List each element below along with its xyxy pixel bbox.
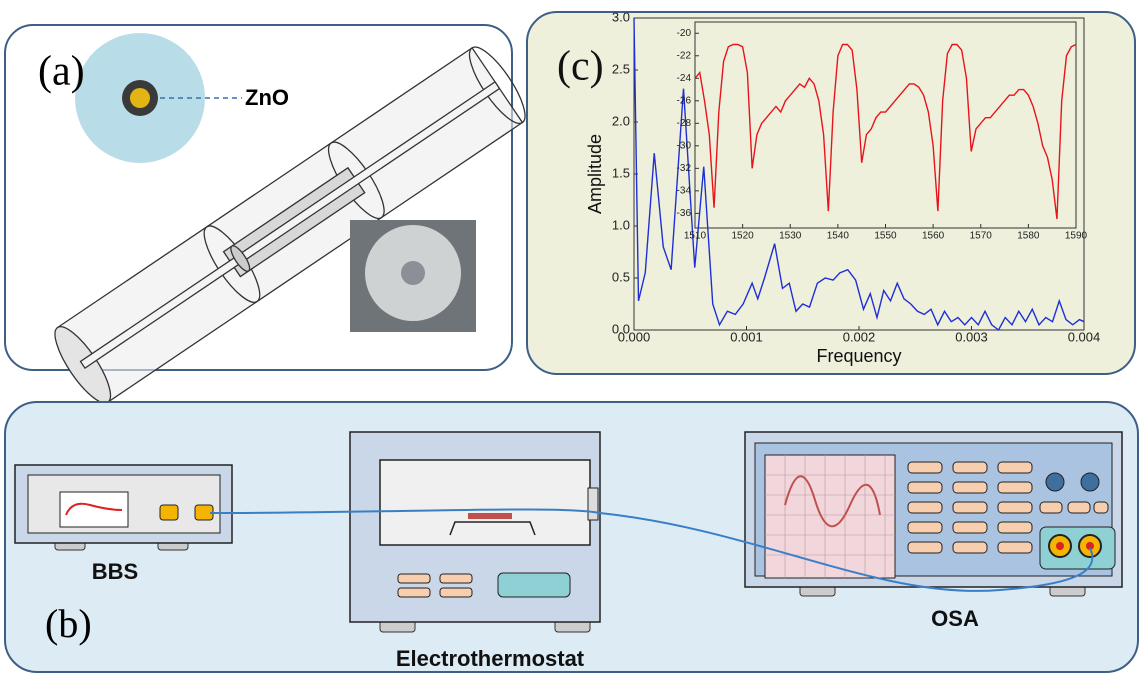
x-tick-label: 0.002 bbox=[843, 329, 876, 344]
y-tick-label: -34 bbox=[677, 185, 692, 196]
y-tick-label: 0.5 bbox=[612, 269, 630, 284]
x-tick-label: 0.004 bbox=[1068, 329, 1101, 344]
y-tick-label: -26 bbox=[677, 95, 692, 106]
osa-device bbox=[745, 432, 1122, 596]
x-tick-label: 1580 bbox=[1017, 231, 1040, 242]
y-tick-label: -24 bbox=[677, 73, 692, 84]
electrothermostat-device bbox=[350, 432, 600, 632]
y-tick-label: 1.0 bbox=[612, 217, 630, 232]
y-tick-label: -28 bbox=[677, 118, 692, 129]
fiber-core bbox=[130, 88, 150, 108]
y-tick-label: -36 bbox=[677, 208, 692, 219]
y-tick-label: 0.0 bbox=[612, 321, 630, 336]
photo-core bbox=[401, 261, 425, 285]
material-label: ZnO bbox=[245, 85, 289, 110]
x-tick-label: 1560 bbox=[922, 231, 945, 242]
y-tick-label: -22 bbox=[677, 50, 692, 61]
y-tick-label: -20 bbox=[677, 28, 692, 39]
y-tick-label: 2.0 bbox=[612, 113, 630, 128]
x-tick-label: 1540 bbox=[827, 231, 850, 242]
panel-label: (a) bbox=[38, 49, 85, 95]
x-tick-label: 0.001 bbox=[730, 329, 763, 344]
x-tick-label: 0.003 bbox=[955, 329, 988, 344]
bbs-device bbox=[15, 465, 232, 550]
y-tick-label: -30 bbox=[677, 140, 692, 151]
x-tick-label: 1510 bbox=[684, 231, 707, 242]
y-tick-label: -32 bbox=[677, 163, 692, 174]
y-tick-label: 3.0 bbox=[612, 9, 630, 24]
y-tick-label: 2.5 bbox=[612, 61, 630, 76]
panel-label: (b) bbox=[45, 601, 92, 646]
y-axis-label: Amplitude bbox=[585, 134, 605, 214]
x-tick-label: 1550 bbox=[874, 231, 897, 242]
device-label: OSA bbox=[931, 606, 979, 631]
x-tick-label: 1520 bbox=[732, 231, 755, 242]
x-axis-label: Frequency bbox=[816, 346, 901, 366]
x-tick-label: 1590 bbox=[1065, 231, 1088, 242]
x-tick-label: 1530 bbox=[779, 231, 802, 242]
device-label: Electrothermostat bbox=[396, 646, 585, 671]
device-label: BBS bbox=[92, 559, 138, 584]
y-tick-label: 1.5 bbox=[612, 165, 630, 180]
figure: ZnO (a) BBS Electrothermostat bbox=[0, 0, 1144, 676]
inset-plot-area bbox=[695, 22, 1076, 228]
panel-label: (c) bbox=[557, 44, 604, 90]
x-tick-label: 1570 bbox=[970, 231, 993, 242]
